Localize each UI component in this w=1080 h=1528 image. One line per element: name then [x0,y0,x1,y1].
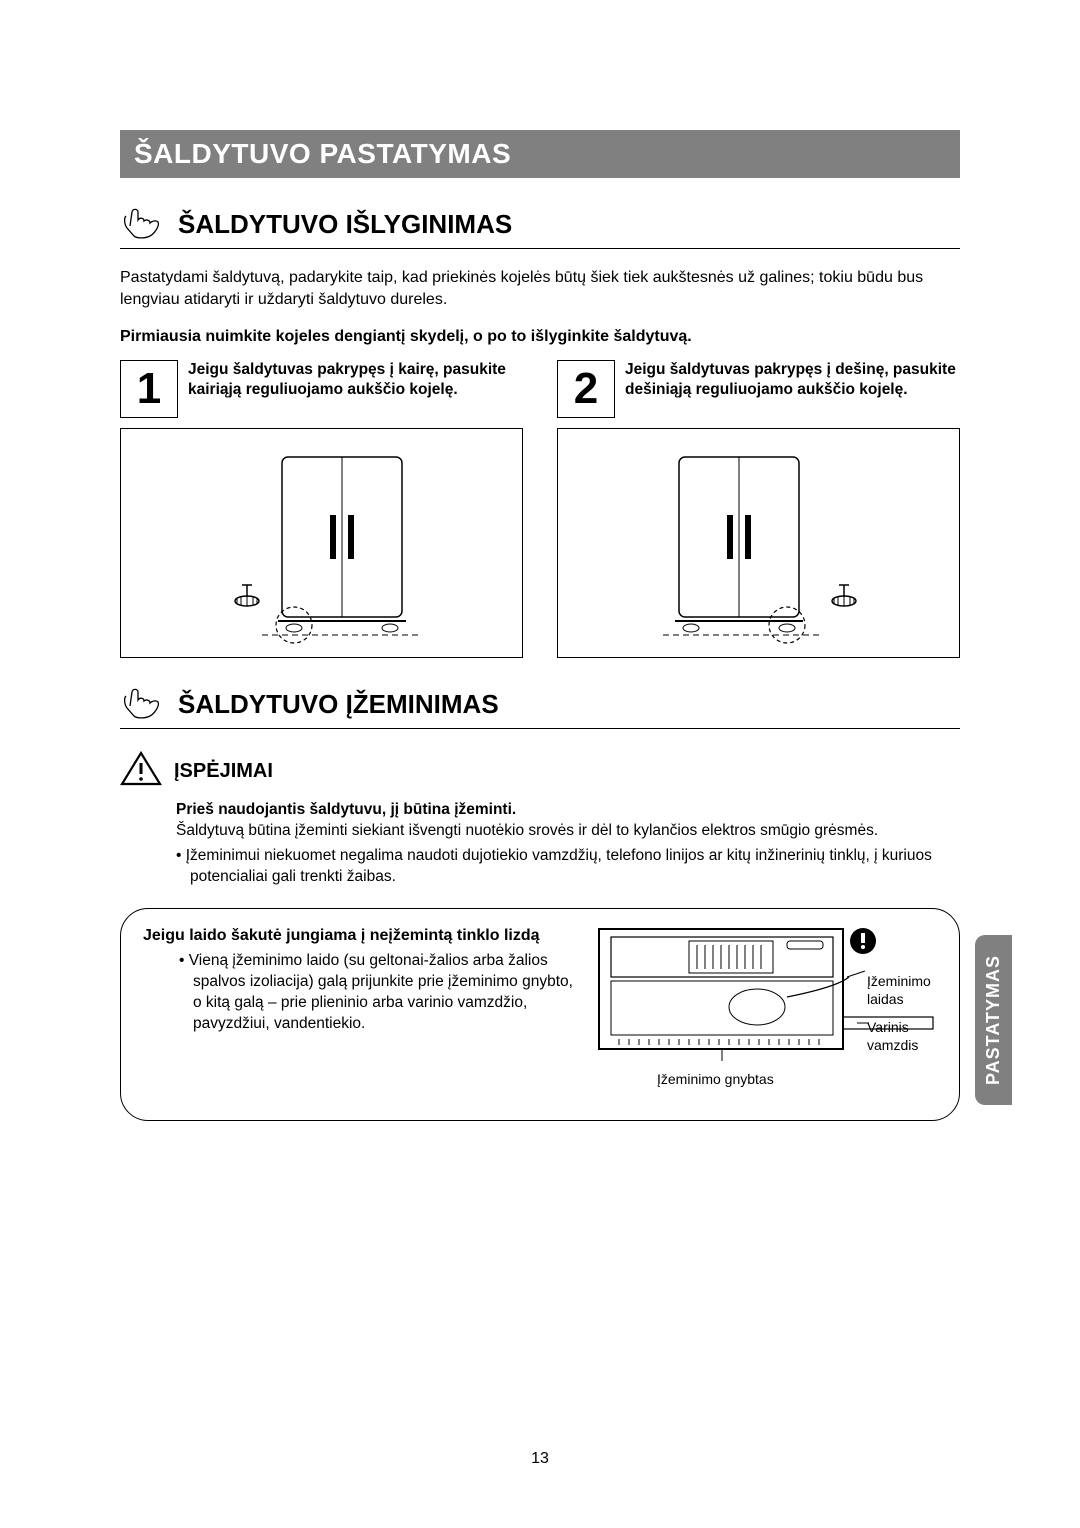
warning-sub-bold: Prieš naudojantis šaldytuvu, jį būtina į… [176,800,960,821]
page-banner: ŠALDYTUVO PASTATYMAS [120,130,960,178]
hand-point-icon [120,686,164,722]
side-tab: PASTATYMAS [975,935,1012,1105]
hand-point-icon [120,206,164,242]
step-1-number: 1 [120,360,178,418]
label-copper-pipe: Varinis vamzdis [867,1018,937,1054]
step-1-text: Jeigu šaldytuvas pakrypęs į kairę, pasuk… [188,360,523,400]
section-grounding-title: ŠALDYTUVO ĮŽEMINIMAS [178,689,499,720]
page-number: 13 [0,1450,1080,1468]
step-1-figure [120,428,523,658]
box-bullet: Vieną įžeminimo laido (su geltonai-žalio… [179,951,579,1035]
leveling-bold: Pirmiausia nuimkite kojeles dengiantį sk… [120,328,960,346]
step-2-number: 2 [557,360,615,418]
steps-row: 1 Jeigu šaldytuvas pakrypęs į kairę, pas… [120,360,960,658]
label-ground-clamp: Įžeminimo gnybtas [657,1070,774,1088]
section-leveling-title: ŠALDYTUVO IŠLYGINIMAS [178,209,512,240]
warning-bullet: Įžeminimui niekuomet negalima naudoti du… [176,846,960,888]
label-ground-wire: Įžeminimo laidas [867,972,937,1008]
leveling-intro: Pastatydami šaldytuvą, padarykite taip, … [120,267,960,310]
warning-title: ĮSPĖJIMAI [174,760,273,783]
grounding-info-box: Jeigu laido šakutė jungiama į neįžemintą… [120,908,960,1121]
step-1: 1 Jeigu šaldytuvas pakrypęs į kairę, pas… [120,360,523,658]
warning-para: Šaldytuvą būtina įžeminti siekiant išven… [176,821,960,842]
step-2: 2 Jeigu šaldytuvas pakrypęs į dešinę, pa… [557,360,960,658]
grounding-diagram: Įžeminimo laidas Varinis vamzdis Įžemini… [597,927,937,1102]
box-title: Jeigu laido šakutė jungiama į neįžemintą… [143,927,579,945]
warning-triangle-icon [120,751,162,792]
warning-body: Prieš naudojantis šaldytuvu, jį būtina į… [176,800,960,888]
step-2-text: Jeigu šaldytuvas pakrypęs į dešinę, pasu… [625,360,960,400]
step-2-figure [557,428,960,658]
section-leveling-header: ŠALDYTUVO IŠLYGINIMAS [120,206,960,249]
warning-header: ĮSPĖJIMAI [120,751,960,792]
section-grounding-header: ŠALDYTUVO ĮŽEMINIMAS [120,686,960,729]
